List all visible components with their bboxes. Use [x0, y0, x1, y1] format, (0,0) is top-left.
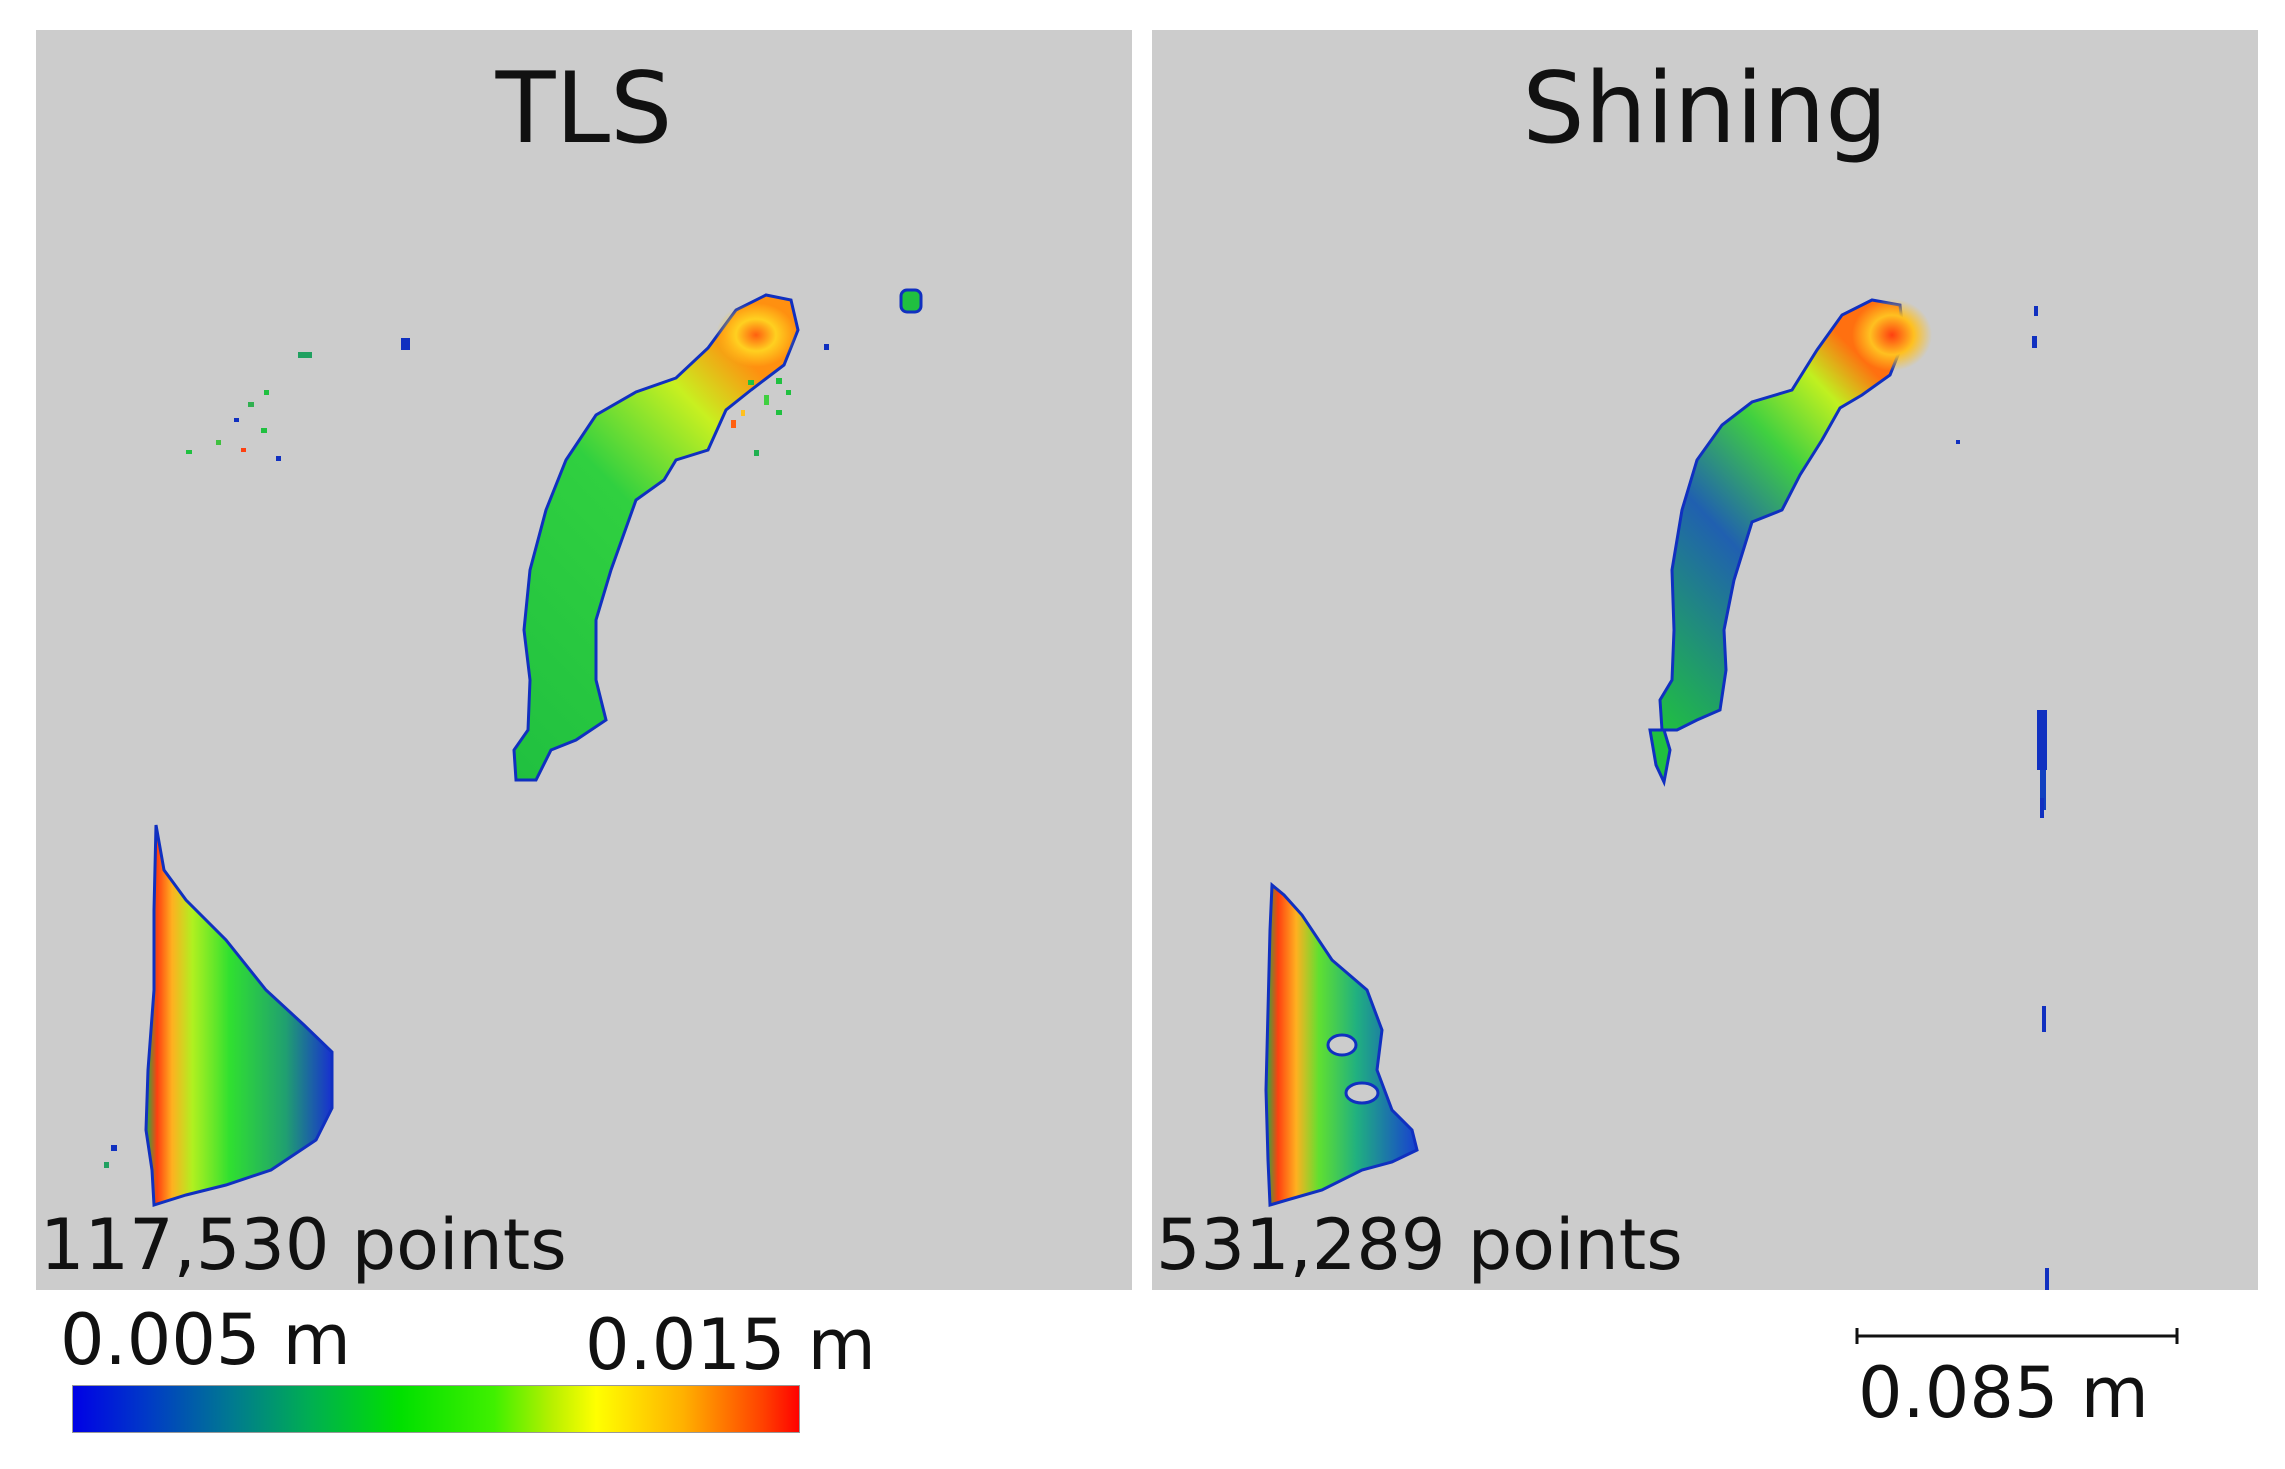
shining-point-count: 531,289 points: [1156, 1204, 1683, 1286]
colorbar: [72, 1385, 800, 1433]
shining-deviation-map: [1264, 298, 2049, 1290]
tls-panel-title: TLS: [495, 52, 673, 166]
shining-scatter-points: [1956, 306, 2049, 1290]
tls-panel: TLS 117,530 points: [36, 30, 1132, 1290]
tls-arm-region: [512, 293, 800, 782]
shining-panel-title: Shining: [1522, 52, 1888, 166]
shining-arm-region: [1658, 298, 1906, 732]
shining-lower-blob-region: [1264, 881, 1419, 1207]
scale-bar: [1855, 1328, 2179, 1344]
tls-lower-blob-region: [144, 824, 334, 1208]
tls-point-count: 117,530 points: [40, 1204, 567, 1286]
shining-panel: Shining 531,289 points: [1152, 30, 2258, 1290]
tls-scatter-points: [104, 288, 923, 1168]
scale-bar-label: 0.085 m: [1858, 1352, 2149, 1434]
tls-deviation-map: [104, 288, 923, 1208]
colorbar-min-label: 0.005 m: [60, 1299, 351, 1381]
colorbar-max-label: 0.015 m: [585, 1304, 876, 1386]
